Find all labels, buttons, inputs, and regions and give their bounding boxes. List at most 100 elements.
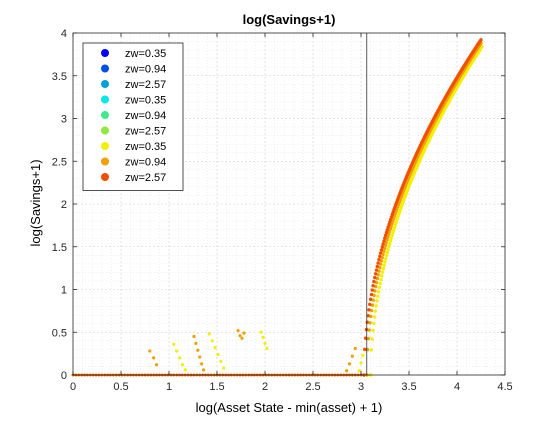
data-point [154, 363, 159, 367]
legend-entry: zw=0.94 [125, 157, 166, 169]
data-point [368, 302, 372, 307]
data-point [372, 293, 376, 298]
data-point [198, 355, 202, 359]
data-point [370, 303, 375, 307]
data-point [378, 262, 383, 266]
data-point [380, 274, 384, 278]
data-point [263, 341, 267, 345]
data-point [357, 369, 361, 373]
data-point [368, 321, 372, 325]
data-point [207, 332, 211, 336]
legend-marker [101, 49, 109, 57]
data-point [378, 281, 382, 286]
data-point [369, 314, 373, 319]
y-tick-label: 3.5 [52, 71, 67, 83]
y-tick-label: 1 [61, 285, 67, 297]
legend-box [82, 42, 184, 191]
data-point [196, 348, 200, 352]
data-point [210, 339, 214, 343]
x-axis-label: log(Asset State - min(asset) + 1) [196, 400, 383, 415]
axis-ticks: 0 0.5 1 1.5 2 2.5 3 3.5 4 4.5 0 0.5 1 1.5 2 2.5 3 3.5 4 [52, 28, 513, 393]
data-point [365, 320, 369, 324]
data-point [388, 239, 393, 243]
y-tick-label: 2 [61, 199, 67, 211]
data-point [374, 304, 378, 308]
data-point [172, 342, 176, 346]
x-tick-label: 4.5 [497, 381, 512, 393]
legend: zw=0.35 zw=0.94 zw=2.57 zw=0.35 zw=0.94 zw=2.… [82, 42, 184, 191]
data-point [379, 277, 383, 282]
data-point [382, 239, 386, 243]
legend-entry: zw=0.35 [125, 48, 166, 60]
data-point [370, 337, 374, 341]
data-point [380, 245, 384, 249]
data-point [384, 253, 389, 258]
data-point [363, 347, 367, 352]
data-point [347, 362, 352, 366]
data-point [375, 276, 380, 281]
legend-entry: zw=0.35 [125, 141, 166, 153]
data-point [375, 299, 379, 303]
x-tick-label: 0.5 [113, 381, 128, 393]
data-point [391, 231, 395, 235]
y-tick-label: 4 [61, 28, 67, 40]
x-tick-label: 3 [358, 381, 364, 393]
data-point [370, 288, 374, 292]
data-point [366, 314, 370, 318]
legend-entry: zw=2.57 [125, 172, 166, 184]
legend-entry: zw=2.57 [125, 126, 166, 138]
data-point [371, 284, 375, 288]
y-tick-label: 0 [61, 370, 67, 382]
data-point [376, 261, 380, 265]
data-point [387, 222, 391, 227]
data-point [387, 242, 392, 246]
data-point [374, 284, 378, 289]
data-point [383, 260, 387, 264]
data-point [373, 272, 378, 276]
chart-title: log(Savings+1) [243, 12, 336, 27]
data-point [377, 257, 381, 262]
data-point [372, 279, 376, 284]
legend-marker [101, 64, 109, 73]
data-point [242, 331, 246, 335]
data-point [359, 361, 363, 365]
data-point [386, 247, 390, 252]
data-point [374, 280, 379, 285]
data-point [367, 308, 371, 312]
data-point [369, 308, 374, 313]
data-point [152, 356, 156, 360]
data-point [373, 275, 377, 280]
data-point [384, 230, 389, 235]
data-point [353, 346, 357, 351]
data-point [381, 267, 386, 271]
x-tick-label: 1 [166, 381, 172, 393]
data-point [387, 244, 391, 249]
data-point [378, 251, 383, 255]
data-point [372, 315, 377, 319]
data-point [382, 263, 386, 268]
legend-marker [101, 126, 109, 135]
data-point [389, 236, 393, 240]
data-point [180, 363, 185, 367]
data-point [375, 264, 379, 269]
data-point [385, 250, 390, 255]
data-point [376, 273, 380, 277]
data-point [200, 362, 204, 366]
data-point [371, 298, 375, 302]
x-tick-label: 2 [262, 381, 268, 393]
data-point [378, 254, 382, 259]
data-point [216, 352, 220, 357]
data-point [240, 336, 244, 340]
data-point [201, 368, 206, 372]
legend-marker [101, 111, 109, 119]
data-point [192, 334, 196, 339]
data-point [369, 348, 374, 352]
data-point [386, 225, 390, 229]
data-point [390, 233, 394, 238]
data-point [265, 346, 269, 351]
legend-marker [101, 95, 109, 104]
data-point [385, 228, 390, 232]
data-point [261, 335, 265, 339]
